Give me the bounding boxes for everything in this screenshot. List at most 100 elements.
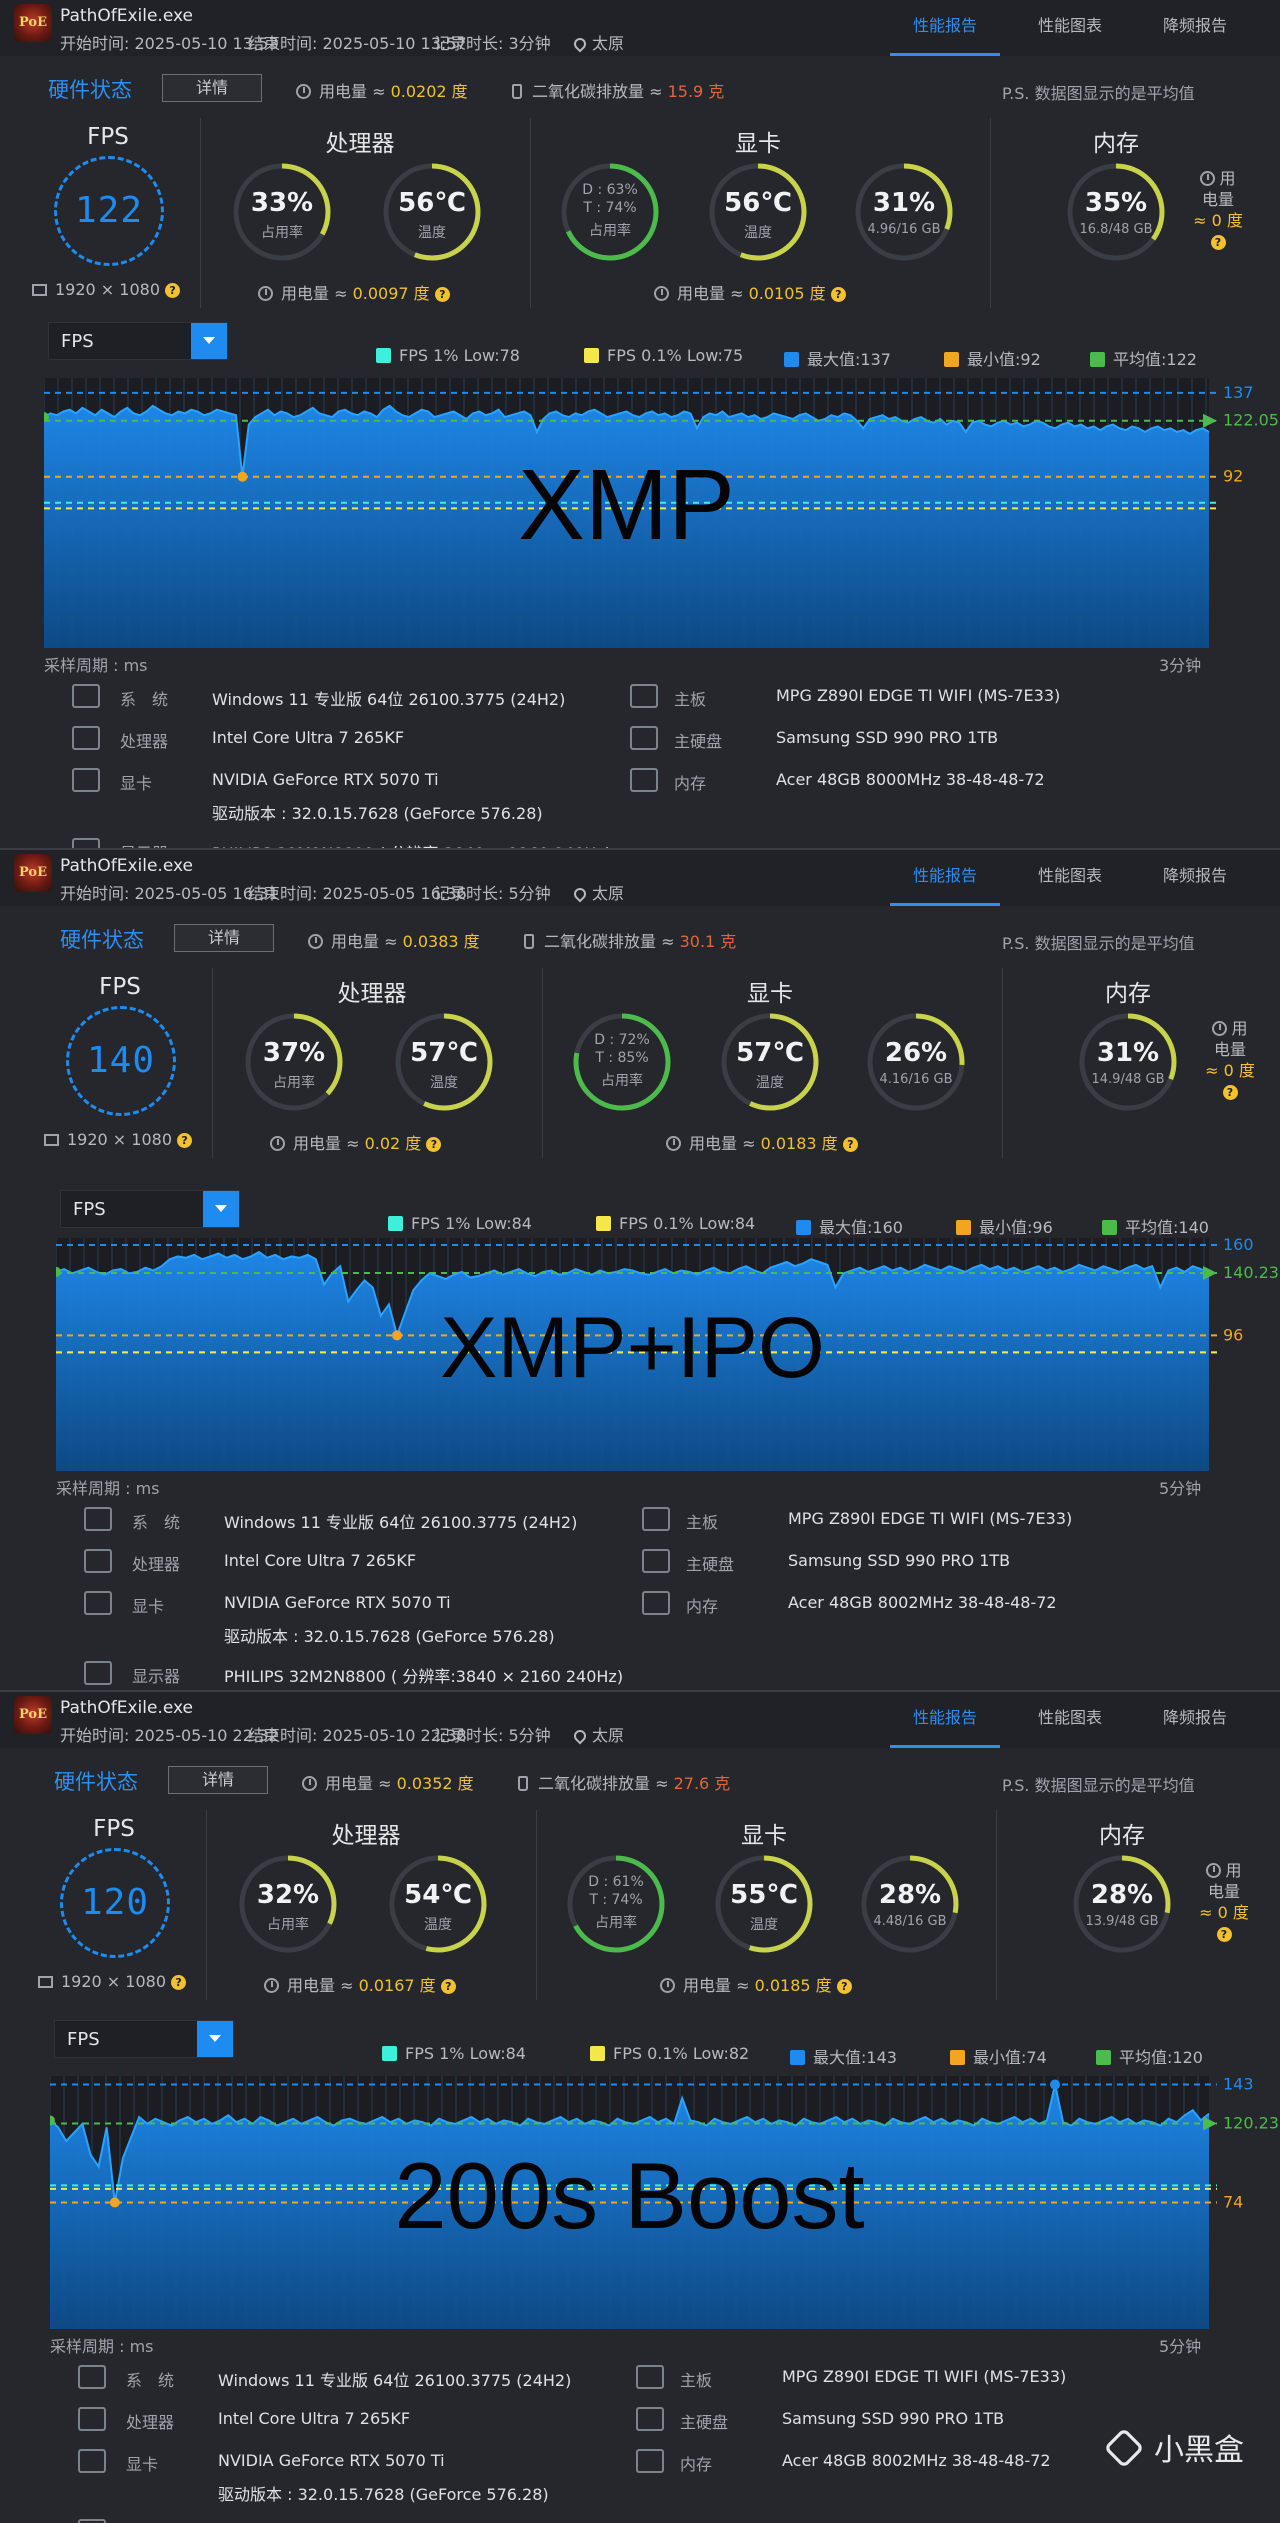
help-icon[interactable]: ? [434, 287, 450, 302]
app-name: PathOfExile.exe [60, 856, 193, 876]
help-icon[interactable]: ? [836, 1979, 852, 1994]
system-monitor-key: 显示器 [120, 840, 168, 848]
hardware-status-title: 硬件状态 [48, 78, 132, 102]
system-cpu-value: Intel Core Ultra 7 265KF [218, 2409, 411, 2428]
min-value-label: 92 [1223, 467, 1243, 486]
display-icon [38, 1976, 53, 1988]
watermark-text: 小黑盒 [1154, 2433, 1244, 2468]
end-time: 结束时间: 2025-05-05 16:36 [248, 884, 467, 903]
help-icon[interactable]: ? [1222, 1085, 1238, 1100]
cpu-usage-sub: 占用率 [273, 1075, 315, 1091]
system-gpu-icon [84, 1591, 112, 1615]
system-driver-value: 驱动版本 : 32.0.15.7628 (GeForce 576.28) [212, 804, 543, 823]
help-icon[interactable]: ? [426, 1137, 442, 1152]
gpu-t-usage: T : 74% [589, 1892, 643, 1908]
tab-performance-chart[interactable]: 性能图表 [1037, 1708, 1102, 1727]
detail-button[interactable]: 详情 [168, 1766, 268, 1794]
avg-value-label: 122.05 [1223, 411, 1279, 430]
legend-swatch [956, 1220, 971, 1235]
system-cpu-icon [78, 2407, 106, 2431]
system-cpu-value: Intel Core Ultra 7 265KF [212, 728, 405, 747]
total-power: 用电量 ≈ 0.0383 度 [308, 928, 480, 952]
system-cpu-value: Intel Core Ultra 7 265KF [224, 1551, 417, 1570]
divider [1002, 968, 1003, 1158]
system-motherboard-icon [636, 2365, 664, 2389]
system-motherboard-icon [642, 1507, 670, 1531]
memory-power: 用电量 ≈ 0 度? [1193, 169, 1243, 250]
help-icon[interactable]: ? [165, 283, 181, 298]
legend-swatch [950, 2050, 965, 2065]
ps-note: P.S. 数据图显示的是平均值 [1002, 934, 1195, 953]
help-icon[interactable]: ? [171, 1975, 187, 1990]
start-time: 开始时间: 2025-05-10 22:32 [60, 1726, 279, 1745]
tab-performance-report[interactable]: 性能报告 [890, 0, 1000, 56]
detail-button[interactable]: 详情 [174, 924, 274, 952]
tab-throttle-report[interactable]: 降频报告 [1162, 866, 1227, 885]
cpu-temp-gauge: 57℃ 温度 [392, 1010, 496, 1114]
tab-performance-chart[interactable]: 性能图表 [1037, 866, 1102, 885]
tab-performance-report[interactable]: 性能报告 [890, 850, 1000, 906]
help-icon[interactable]: ? [177, 1133, 193, 1148]
title-bar: PoE PathOfExile.exe 开始时间: 2025-05-10 22:32… [0, 1692, 1280, 1748]
system-memory-value: Acer 48GB 8002MHz 38-48-48-72 [788, 1593, 1057, 1612]
co2-emission: 二氧化碳排放量 ≈ 30.1 克 [524, 928, 736, 952]
legend-swatch [590, 2046, 605, 2061]
chart-overlay-title: XMP [518, 449, 735, 561]
cpu-temp-value: 57℃ [410, 1038, 478, 1068]
cpu-label: 处理器 [337, 981, 407, 1007]
legend-fps-1-low: FPS 1% Low:84 [382, 2044, 526, 2063]
system-gpu-value: NVIDIA GeForce RTX 5070 Ti [224, 1593, 451, 1612]
power-icon [666, 1136, 681, 1151]
location-pin-icon [571, 35, 589, 53]
fps-label: FPS [93, 1816, 135, 1842]
system-memory-key: 内存 [680, 2455, 713, 2474]
system-memory-key: 内存 [686, 1597, 719, 1616]
memory-power: 用电量 ≈ 0 度? [1199, 1861, 1249, 1942]
power-icon [308, 934, 323, 949]
location: 太原 [571, 1722, 624, 1746]
tab-performance-report[interactable]: 性能报告 [890, 1692, 1000, 1748]
system-memory-icon [636, 2449, 664, 2473]
chevron-down-icon[interactable] [197, 2021, 233, 2057]
system-disk-key: 主硬盘 [680, 2413, 729, 2432]
chevron-down-icon[interactable] [191, 323, 227, 359]
detail-button[interactable]: 详情 [162, 74, 262, 102]
max-value-label: 160 [1223, 1238, 1254, 1254]
fps-ring: 120 [60, 1848, 170, 1958]
total-power: 用电量 ≈ 0.0352 度 [302, 1770, 474, 1794]
metric-select[interactable]: FPS [48, 322, 228, 360]
gpu-power: 用电量 ≈ 0.0185 度 ? [660, 1972, 852, 1996]
record-duration: 记录时长: 5分钟 [434, 884, 551, 903]
help-icon[interactable]: ? [1210, 235, 1226, 250]
cpu-power: 用电量 ≈ 0.0097 度 ? [258, 280, 450, 304]
gpu-d-usage: D : 63% [582, 182, 638, 198]
help-icon[interactable]: ? [1216, 1927, 1232, 1942]
co2-icon [524, 934, 534, 949]
gpu-vram-value: 31% [872, 188, 936, 218]
cpu-usage-sub: 占用率 [261, 225, 303, 241]
cpu-power: 用电量 ≈ 0.0167 度 ? [264, 1972, 456, 1996]
tab-throttle-report[interactable]: 降频报告 [1162, 1708, 1227, 1727]
co2-icon [512, 84, 522, 99]
help-icon[interactable]: ? [842, 1137, 858, 1152]
help-icon[interactable]: ? [440, 1979, 456, 1994]
ps-note: P.S. 数据图显示的是平均值 [1002, 84, 1195, 103]
system-motherboard-value: MPG Z890I EDGE TI WIFI (MS-7E33) [788, 1509, 1073, 1528]
memory-usage-sub: 13.9/48 GB [1085, 1914, 1159, 1929]
metric-select[interactable]: FPS [60, 1190, 240, 1228]
system-motherboard-key: 主板 [680, 2371, 713, 2390]
help-icon[interactable]: ? [830, 287, 846, 302]
divider [206, 1810, 207, 2000]
tab-throttle-report[interactable]: 降频报告 [1162, 16, 1227, 35]
memory-usage-gauge: 31% 14.9/48 GB [1076, 1010, 1180, 1114]
memory-usage-value: 28% [1090, 1880, 1154, 1910]
tab-performance-chart[interactable]: 性能图表 [1037, 16, 1102, 35]
location-pin-icon [571, 885, 589, 903]
watermark: 小黑盒 [1103, 2425, 1244, 2469]
record-duration: 记录时长: 5分钟 [434, 1726, 551, 1745]
system-memory-key: 内存 [674, 774, 707, 793]
chevron-down-icon[interactable] [203, 1191, 239, 1227]
gpu-vram-sub: 4.48/16 GB [873, 1914, 947, 1929]
hardware-status-title: 硬件状态 [54, 1770, 138, 1794]
metric-select[interactable]: FPS [54, 2020, 234, 2058]
